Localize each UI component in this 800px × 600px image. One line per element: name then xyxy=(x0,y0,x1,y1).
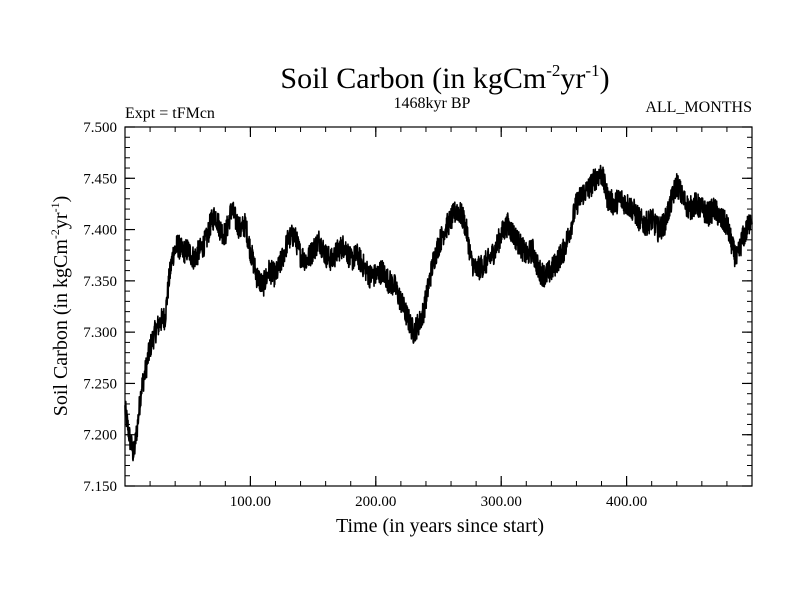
chart-title-end: ) xyxy=(600,62,610,95)
y-axis-label-mid: yr xyxy=(50,212,72,229)
y-tick-label: 7.450 xyxy=(83,171,117,187)
chart-title-main: Soil Carbon (in kgCm xyxy=(280,62,546,95)
y-tick-label: 7.250 xyxy=(83,376,117,392)
plot-area xyxy=(124,164,753,462)
y-axis-label: Soil Carbon (in kgCm-2yr-1) xyxy=(48,196,72,417)
chart-title-mid: yr xyxy=(560,62,585,95)
y-axis-label-sup1: -2 xyxy=(48,229,62,239)
y-tick-label: 7.300 xyxy=(83,325,117,341)
y-axis-label-sup2: -1 xyxy=(48,202,62,212)
y-tick-label: 7.200 xyxy=(83,428,117,444)
subtitle-center: 1468kyr BP xyxy=(394,95,471,112)
y-tick-label: 7.500 xyxy=(83,120,117,136)
chart-title: Soil Carbon (in kgCm-2yr-1) xyxy=(280,61,609,95)
chart-title-sup2: -1 xyxy=(585,61,599,80)
x-axis-label: Time (in years since start) xyxy=(336,515,544,537)
subtitle-right: ALL_MONTHS xyxy=(645,99,752,116)
x-axis: 100.00 200.00 300.00 400.00 xyxy=(149,127,728,510)
y-axis-label-end: ) xyxy=(50,196,72,203)
x-tick-label: 300.00 xyxy=(481,494,522,510)
series-line xyxy=(124,164,753,462)
x-tick-label: 100.00 xyxy=(230,494,271,510)
x-tick-label: 200.00 xyxy=(355,494,396,510)
y-tick-label: 7.150 xyxy=(83,479,117,495)
subtitle-left: Expt = tFMcn xyxy=(125,105,215,122)
plot-frame xyxy=(124,126,753,487)
y-axis-label-main: Soil Carbon (in kgCm xyxy=(50,239,72,417)
x-tick-label: 400.00 xyxy=(606,494,647,510)
chart-title-sup1: -2 xyxy=(546,61,560,80)
y-tick-label: 7.350 xyxy=(83,274,117,290)
y-axis: 7.150 7.200 7.250 7.300 7.350 7.400 7.450 7.500 xyxy=(83,120,752,495)
y-tick-label: 7.400 xyxy=(83,223,117,239)
